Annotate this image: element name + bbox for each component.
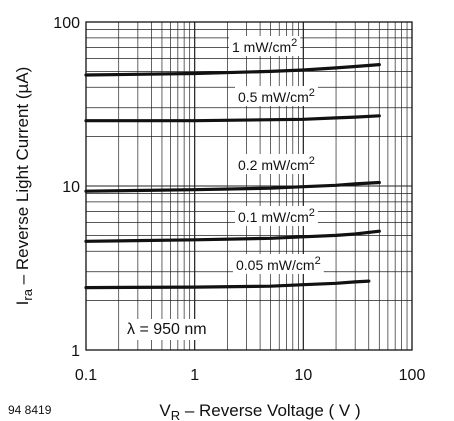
x-tick-label: 10 <box>294 367 312 384</box>
curve-label-text: 0.5 mW/cm2 <box>238 87 315 105</box>
y-axis-title-main: I <box>13 301 32 306</box>
curve-label-background <box>235 206 318 226</box>
x-axis-title-main: V <box>159 401 171 420</box>
curve-label-background <box>229 36 301 56</box>
curve-label: 0.2 mW/cm2 <box>235 154 318 174</box>
curve-label-main: 1 mW/cm <box>232 39 291 55</box>
x-tick-label: 0.1 <box>75 367 97 384</box>
y-axis-title-subscript: ra <box>20 288 35 300</box>
curve-label-main: 0.2 mW/cm <box>238 157 309 173</box>
curve-label-background <box>235 86 318 106</box>
curve-label-text: 0.1 mW/cm2 <box>238 207 315 225</box>
curve-label-superscript: 2 <box>309 155 315 167</box>
curve-label-superscript: 2 <box>291 37 297 49</box>
curve-label-superscript: 2 <box>309 87 315 99</box>
curve-label-text: 0.2 mW/cm2 <box>238 155 315 173</box>
y-tick-label: 1 <box>71 343 80 360</box>
curve-label-text: 0.05 mW/cm2 <box>236 255 321 273</box>
curve-label-main: 0.1 mW/cm <box>238 209 309 225</box>
tick-labels: 0.1 1 10 100 1 10 100 <box>53 15 425 384</box>
x-axis-title-subscript: R <box>171 408 180 421</box>
curve-label-background <box>233 254 324 274</box>
y-axis-title: Ira – Reverse Light Current (µA) <box>13 67 35 306</box>
y-axis-title-rest: – Reverse Light Current (µA) <box>13 67 32 289</box>
grid <box>86 22 412 350</box>
curve-label-text: 1 mW/cm2 <box>232 37 297 55</box>
series-line <box>84 62 381 77</box>
figure-id: 94 8419 <box>8 403 52 417</box>
curve-label: 0.5 mW/cm2 <box>235 86 318 106</box>
wavelength-annotation: λ = 950 nm <box>127 321 207 338</box>
series-line <box>84 180 381 193</box>
curve-label: 0.1 mW/cm2 <box>235 206 318 226</box>
series <box>84 62 381 290</box>
curve-label-superscript: 2 <box>315 255 321 267</box>
curve-label-main: 0.05 mW/cm <box>236 257 315 273</box>
series-line <box>84 229 381 243</box>
series-line <box>84 279 371 290</box>
annotation-background <box>123 319 211 340</box>
curve-label: 0.05 mW/cm2 <box>233 254 324 274</box>
x-tick-label: 100 <box>399 367 426 384</box>
curve-label-superscript: 2 <box>309 207 315 219</box>
plot-frame <box>85 21 413 351</box>
curve-label-main: 0.5 mW/cm <box>238 89 309 105</box>
y-tick-label: 100 <box>53 15 80 32</box>
curve-label-background <box>235 154 318 174</box>
series-line <box>84 114 381 123</box>
curve-label: 1 mW/cm2 <box>229 36 301 56</box>
y-tick-label: 10 <box>62 179 80 196</box>
x-axis-title-rest: – Reverse Voltage ( V ) <box>180 401 360 420</box>
x-axis-title: VR – Reverse Voltage ( V ) <box>159 401 360 421</box>
x-tick-label: 1 <box>190 367 199 384</box>
